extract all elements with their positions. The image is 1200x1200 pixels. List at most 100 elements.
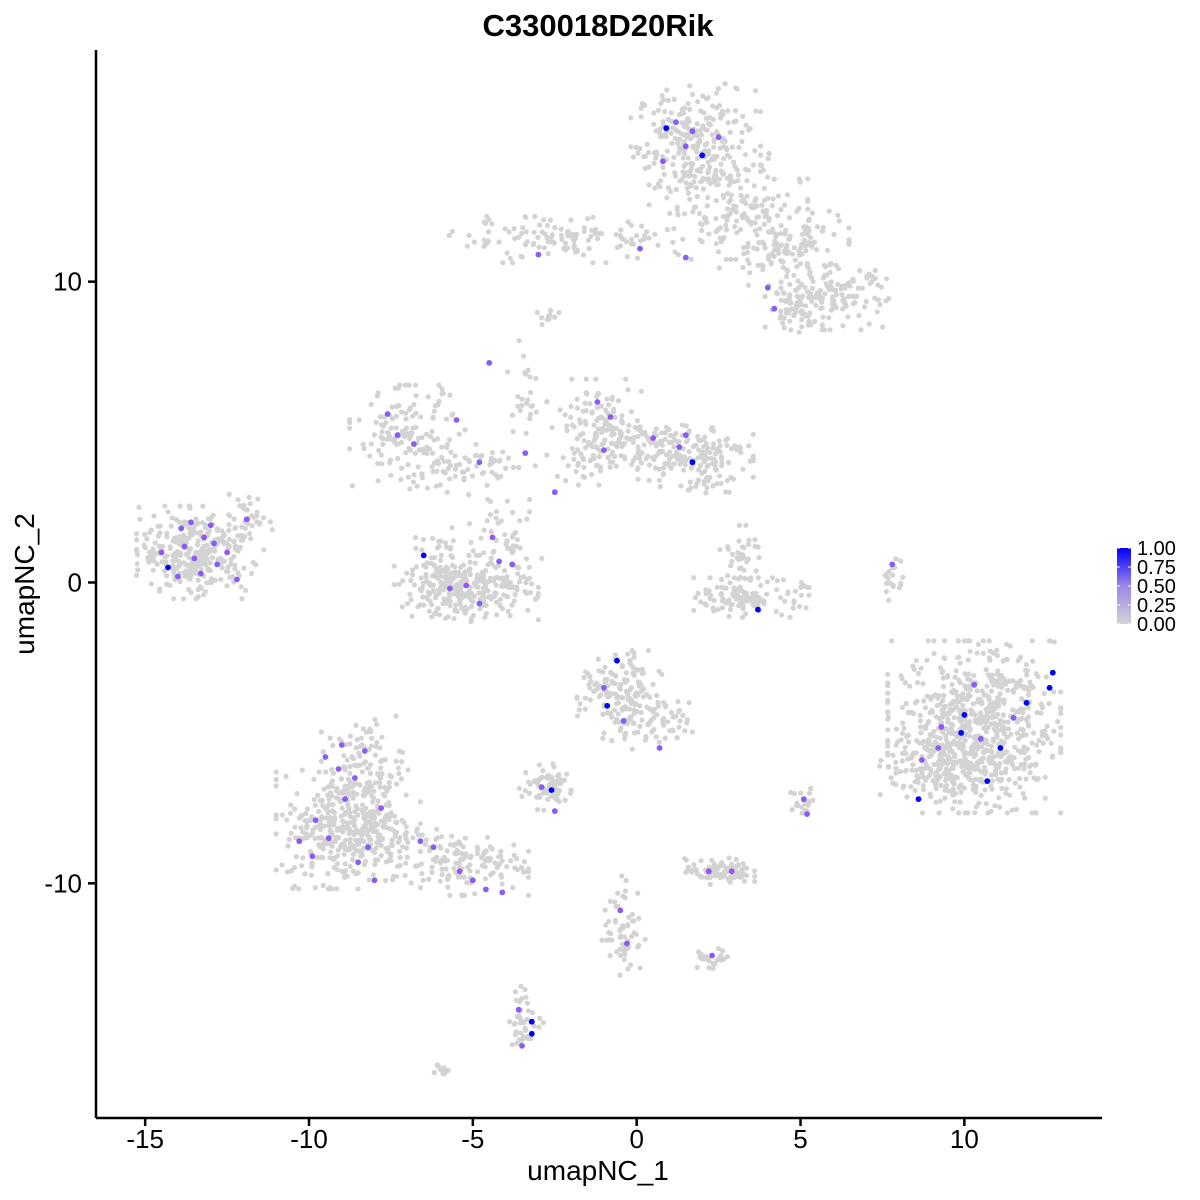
cell-point xyxy=(602,437,608,443)
expressing-cell-point xyxy=(417,838,424,845)
cell-point xyxy=(741,245,747,251)
cell-point xyxy=(643,456,649,462)
cell-point xyxy=(461,475,467,481)
cell-point xyxy=(799,251,805,257)
cell-point xyxy=(738,192,744,198)
cell-point xyxy=(734,86,740,92)
cell-point xyxy=(699,227,705,234)
cell-point xyxy=(513,1029,519,1035)
cell-point xyxy=(474,575,480,582)
cell-point xyxy=(376,447,382,454)
cell-point xyxy=(286,836,292,843)
cell-point xyxy=(206,528,212,534)
cell-point xyxy=(618,681,624,687)
cell-point xyxy=(369,783,375,789)
cell-point xyxy=(704,115,710,121)
cell-point xyxy=(472,891,478,897)
cell-point xyxy=(388,812,394,818)
cell-point xyxy=(946,741,952,747)
cell-point xyxy=(435,569,441,575)
cell-point xyxy=(637,428,644,434)
cell-point xyxy=(440,390,446,396)
cell-point xyxy=(628,222,634,228)
cell-point xyxy=(603,260,609,266)
cell-point xyxy=(419,832,425,838)
cell-point xyxy=(759,262,765,268)
cell-point xyxy=(752,878,758,885)
cell-point xyxy=(523,994,529,1000)
cell-point xyxy=(429,428,435,435)
cell-point xyxy=(597,468,604,474)
cell-point xyxy=(347,770,353,777)
cell-point xyxy=(693,442,699,448)
expressing-cell-point xyxy=(384,411,391,417)
cell-point xyxy=(420,536,426,543)
expressing-cell-point xyxy=(800,796,807,802)
cell-point xyxy=(724,442,730,448)
cell-point xyxy=(548,307,554,313)
cell-point xyxy=(954,775,960,781)
cell-point xyxy=(696,467,702,473)
cell-point xyxy=(653,441,659,447)
cell-point xyxy=(612,719,618,726)
cell-point xyxy=(760,267,766,273)
cell-point xyxy=(469,473,475,479)
cell-point xyxy=(481,849,487,856)
cell-point xyxy=(701,459,707,465)
cell-point xyxy=(146,549,153,555)
cell-point xyxy=(787,281,793,287)
cell-point xyxy=(711,456,717,462)
cell-point xyxy=(402,382,408,388)
cell-point xyxy=(1026,754,1032,761)
cell-point xyxy=(310,829,316,836)
cell-point xyxy=(991,682,997,688)
expressing-cell-point xyxy=(551,489,558,496)
cell-point xyxy=(466,459,473,465)
cell-point xyxy=(483,602,489,609)
cell-point xyxy=(885,671,891,677)
cell-point xyxy=(989,778,996,784)
cell-point xyxy=(700,186,707,192)
cell-point xyxy=(580,408,586,414)
cell-point xyxy=(404,570,410,576)
cell-point xyxy=(750,162,756,168)
cell-point xyxy=(734,230,740,236)
cell-point xyxy=(731,159,737,165)
cell-point xyxy=(997,804,1003,810)
cell-point xyxy=(687,196,693,202)
cell-point xyxy=(614,701,620,707)
cell-point xyxy=(403,425,410,431)
cell-point xyxy=(447,593,453,599)
cell-point xyxy=(381,784,388,790)
cell-point xyxy=(535,617,542,623)
cell-point xyxy=(613,463,619,469)
cell-point xyxy=(389,404,395,410)
cell-point xyxy=(739,614,746,621)
cell-point xyxy=(515,403,521,409)
cell-point xyxy=(593,680,600,686)
cell-point xyxy=(284,869,290,875)
cell-point xyxy=(214,526,220,532)
cell-point xyxy=(965,810,971,816)
cell-point xyxy=(391,563,397,569)
cell-point xyxy=(525,1008,531,1014)
cell-point xyxy=(226,527,232,534)
cell-point xyxy=(752,148,758,154)
cell-point xyxy=(687,479,694,485)
cell-point xyxy=(658,178,664,184)
cell-point xyxy=(1039,733,1045,739)
cell-point xyxy=(369,793,375,799)
cell-point xyxy=(526,509,533,515)
cell-point xyxy=(799,804,805,810)
cell-point xyxy=(484,482,490,488)
legend-label: 0.25 xyxy=(1137,595,1176,617)
expressing-cell-point xyxy=(918,757,925,763)
cell-point xyxy=(709,857,715,864)
cell-point xyxy=(445,614,451,620)
cell-point xyxy=(618,227,624,233)
expressing-cell-point xyxy=(650,435,656,441)
cell-point xyxy=(707,575,713,581)
cell-point xyxy=(327,840,333,846)
expressing-cell-point xyxy=(211,540,217,547)
cell-point xyxy=(940,675,946,681)
